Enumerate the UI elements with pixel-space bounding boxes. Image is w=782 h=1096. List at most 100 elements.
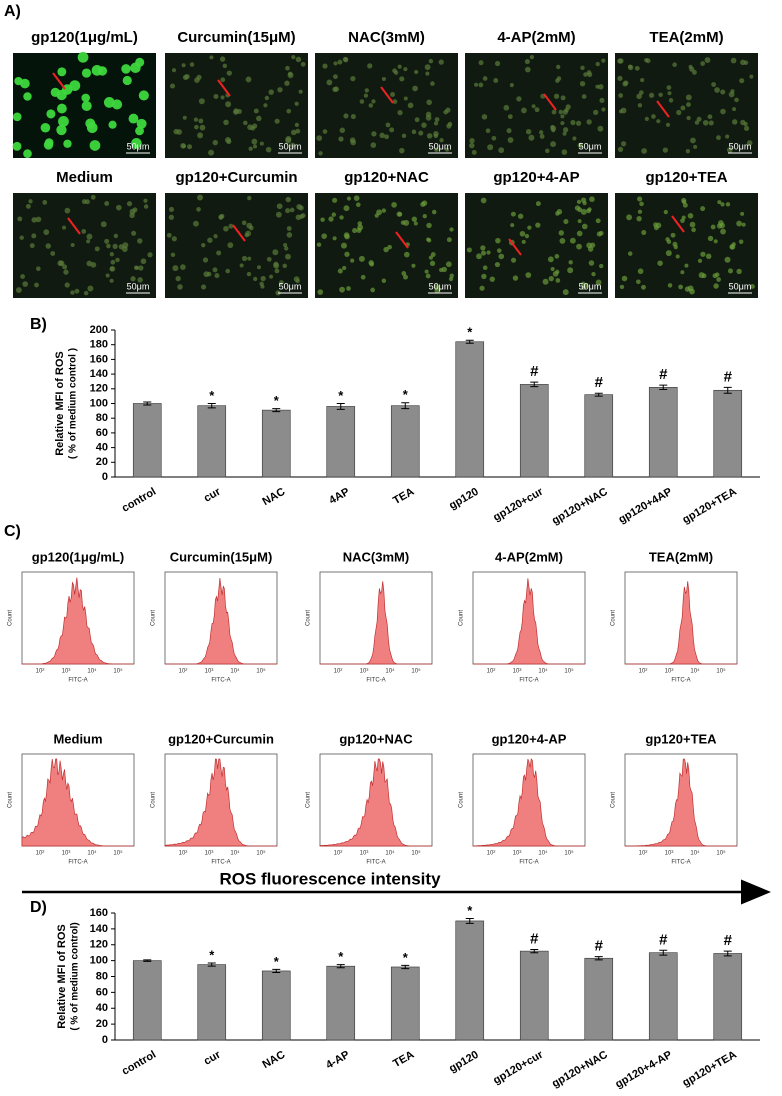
x-tick-label: TEA xyxy=(391,486,416,507)
cell xyxy=(535,201,541,207)
cell xyxy=(510,223,515,228)
cell xyxy=(434,287,441,294)
image-title: TEA(2mM) xyxy=(649,29,723,46)
cell xyxy=(77,51,89,63)
cell xyxy=(353,195,360,201)
cell xyxy=(295,128,301,134)
cell xyxy=(749,74,754,79)
y-axis-label: Count xyxy=(151,610,157,626)
cell xyxy=(253,276,258,282)
cell xyxy=(115,204,122,211)
cell xyxy=(644,116,649,121)
cell xyxy=(414,117,420,123)
x-tick-label: 10² xyxy=(334,851,343,857)
cell xyxy=(298,89,303,94)
cell xyxy=(689,66,695,72)
y-tick-label: 160 xyxy=(90,353,108,365)
panel-label: D) xyxy=(30,899,47,916)
y-tick-label: 100 xyxy=(90,955,108,967)
cell xyxy=(480,197,487,204)
error-bar xyxy=(659,384,668,391)
cell xyxy=(430,252,436,257)
cell xyxy=(663,209,668,215)
x-tick-label: 10⁴ xyxy=(538,850,548,857)
cell xyxy=(656,119,661,124)
cell xyxy=(558,230,565,236)
histogram xyxy=(22,577,134,665)
cell xyxy=(431,209,437,215)
cell xyxy=(367,63,373,69)
histogram-title: gp120+NAC xyxy=(339,731,413,746)
cell xyxy=(256,115,262,122)
y-axis-label: Count xyxy=(151,792,157,808)
bar xyxy=(648,952,678,1041)
cell xyxy=(743,121,748,127)
cell xyxy=(180,143,186,149)
cell xyxy=(682,202,688,208)
cell xyxy=(449,227,454,232)
significance-mark: # xyxy=(595,374,604,391)
micrograph xyxy=(165,53,308,158)
cell xyxy=(548,276,554,282)
cell xyxy=(260,275,266,282)
cell xyxy=(678,284,684,290)
cell xyxy=(194,124,199,130)
cell xyxy=(220,95,225,100)
error-bar xyxy=(594,392,603,397)
cell xyxy=(558,109,563,115)
cell xyxy=(322,63,328,69)
x-axis-label: FITC-A xyxy=(68,678,87,684)
error-bar xyxy=(723,950,732,957)
cell xyxy=(328,216,334,222)
image-title: gp120+Curcumin xyxy=(175,169,297,186)
cell xyxy=(86,122,98,134)
cell xyxy=(223,225,229,232)
cell xyxy=(256,265,261,270)
cell xyxy=(105,273,110,278)
cell xyxy=(272,249,279,256)
cell xyxy=(268,89,274,95)
cell xyxy=(269,274,274,279)
cell xyxy=(360,274,366,280)
cell xyxy=(619,284,625,290)
y-axis-label: Count xyxy=(8,610,14,626)
cell xyxy=(716,223,723,229)
cell xyxy=(572,136,577,141)
x-axis-label: FITC-A xyxy=(519,860,538,866)
cell xyxy=(705,253,712,260)
cell xyxy=(199,124,206,131)
cell xyxy=(171,68,177,73)
cell xyxy=(333,61,338,66)
cell xyxy=(627,251,633,256)
cell xyxy=(344,251,350,257)
cell xyxy=(691,227,696,233)
cell xyxy=(130,276,136,282)
cell xyxy=(112,99,123,110)
cell xyxy=(387,244,392,250)
cell xyxy=(579,81,586,87)
cell xyxy=(684,286,691,292)
cell xyxy=(287,71,293,76)
cell xyxy=(407,102,414,109)
cell xyxy=(57,67,67,77)
x-tick-label: gp120+cur xyxy=(491,485,546,523)
cell xyxy=(265,146,272,153)
cell xyxy=(438,59,444,65)
red-arrow xyxy=(656,100,670,118)
x-tick-label: 10⁴ xyxy=(690,668,700,675)
cell xyxy=(443,109,448,115)
cell xyxy=(62,264,68,270)
cell xyxy=(494,60,501,67)
cell xyxy=(433,121,439,126)
cell xyxy=(81,68,92,78)
cell xyxy=(524,59,530,65)
cell xyxy=(70,242,75,248)
bar xyxy=(197,405,227,478)
cell xyxy=(538,130,544,135)
cell xyxy=(480,245,486,251)
cell xyxy=(233,109,239,115)
cell xyxy=(277,87,283,93)
cell xyxy=(618,93,624,98)
cell xyxy=(86,239,91,244)
cell xyxy=(730,57,737,64)
